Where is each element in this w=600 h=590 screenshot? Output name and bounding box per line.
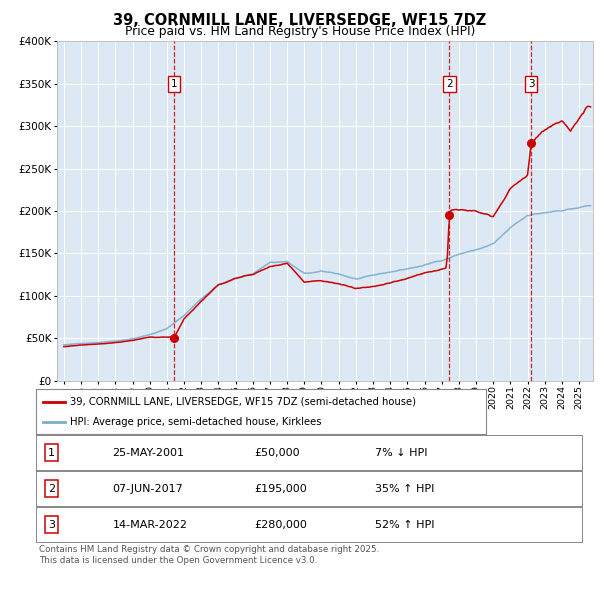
Text: 39, CORNMILL LANE, LIVERSEDGE, WF15 7DZ (semi-detached house): 39, CORNMILL LANE, LIVERSEDGE, WF15 7DZ … [70,397,416,407]
Text: £195,000: £195,000 [254,484,307,493]
Text: HPI: Average price, semi-detached house, Kirklees: HPI: Average price, semi-detached house,… [70,417,321,427]
Text: 14-MAR-2022: 14-MAR-2022 [112,520,187,529]
Text: 25-MAY-2001: 25-MAY-2001 [112,448,184,457]
Text: Price paid vs. HM Land Registry's House Price Index (HPI): Price paid vs. HM Land Registry's House … [125,25,475,38]
Text: 35% ↑ HPI: 35% ↑ HPI [374,484,434,493]
Text: 39, CORNMILL LANE, LIVERSEDGE, WF15 7DZ: 39, CORNMILL LANE, LIVERSEDGE, WF15 7DZ [113,13,487,28]
Text: 52% ↑ HPI: 52% ↑ HPI [374,520,434,529]
Text: 3: 3 [528,78,535,88]
Text: 07-JUN-2017: 07-JUN-2017 [112,484,183,493]
Text: 1: 1 [170,78,177,88]
Text: 7% ↓ HPI: 7% ↓ HPI [374,448,427,457]
Text: £50,000: £50,000 [254,448,300,457]
Text: 3: 3 [48,520,55,529]
Text: 2: 2 [48,484,55,493]
Text: £280,000: £280,000 [254,520,307,529]
Text: 1: 1 [48,448,55,457]
Text: 2: 2 [446,78,453,88]
Text: Contains HM Land Registry data © Crown copyright and database right 2025.
This d: Contains HM Land Registry data © Crown c… [39,545,379,565]
